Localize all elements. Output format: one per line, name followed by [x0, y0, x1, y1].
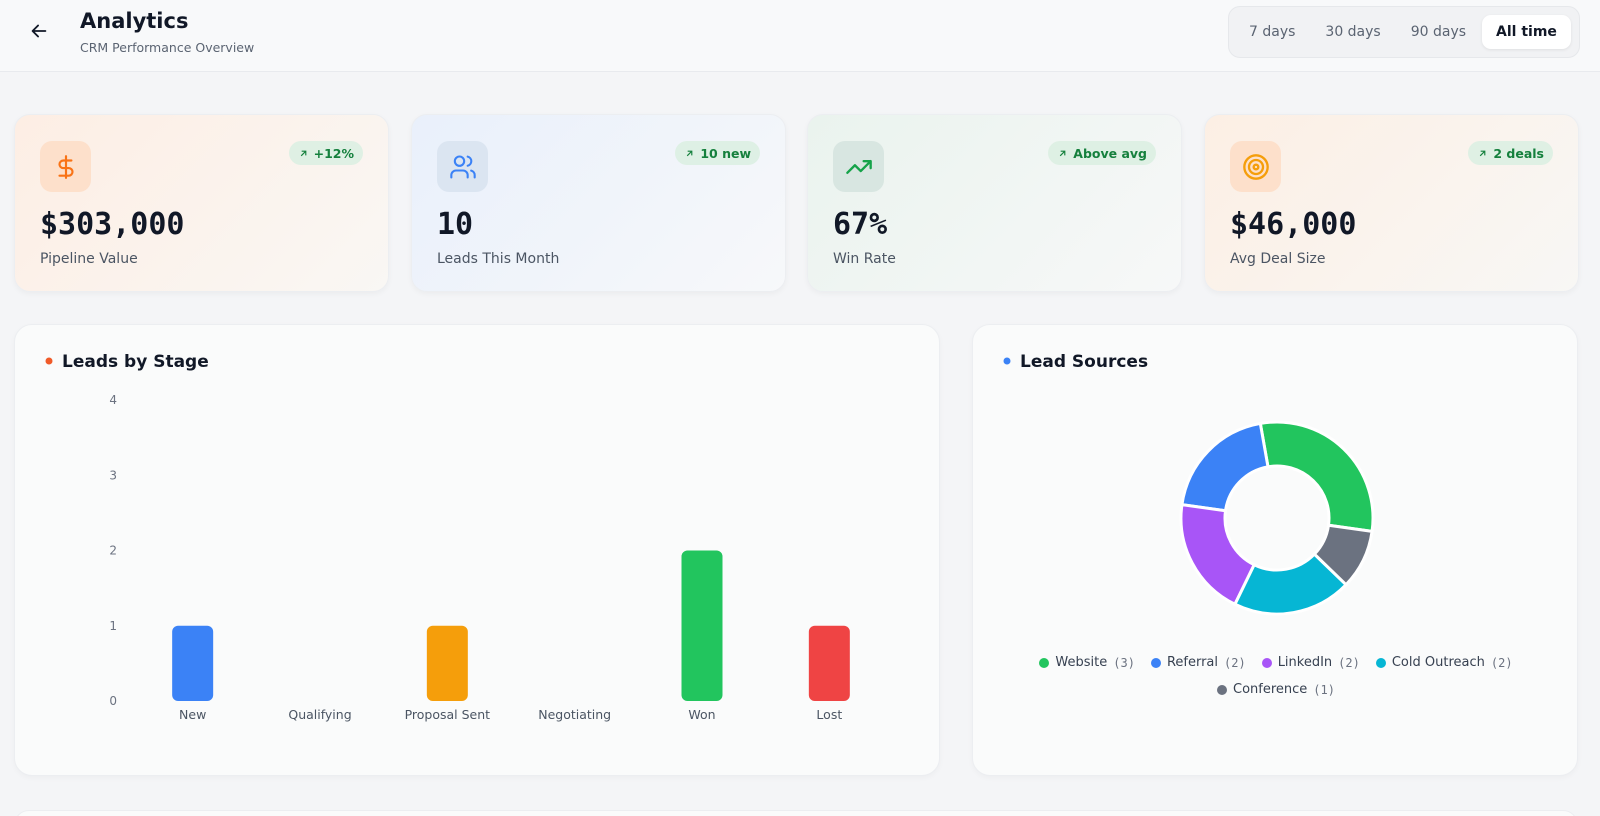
chart-title: Leads by Stage: [62, 352, 209, 372]
kpi-badge: 2 deals: [1468, 141, 1553, 165]
legend-count: (3): [1113, 655, 1135, 670]
range-tab[interactable]: 7 days: [1249, 24, 1296, 40]
kpi-card: +12% $303,000 Pipeline Value: [14, 114, 389, 292]
kpi-icon: [833, 141, 884, 192]
legend-swatch: [1150, 657, 1161, 668]
donut-slice: [1258, 420, 1375, 534]
bar: [426, 625, 468, 701]
kpi-badge-text: +12%: [313, 145, 354, 161]
range-tab[interactable]: All time: [1482, 15, 1571, 49]
kpi-badge: Above avg: [1048, 141, 1156, 165]
kpi-label: Leads This Month: [437, 251, 560, 267]
page-subtitle: CRM Performance Overview: [80, 40, 255, 55]
bar-panel: Leads by Stage 0 1 2 3 4 New Qualifying Proposal…: [14, 324, 940, 776]
kpi-card: Above avg 67% Win Rate: [807, 114, 1182, 292]
kpi-card: 2 deals $46,000 Avg Deal Size: [1204, 114, 1579, 292]
y-tick-label: 2: [109, 544, 117, 558]
legend-item: LinkedIn (2): [1261, 655, 1360, 670]
legend-label: Website: [1055, 655, 1108, 670]
kpi-badge-text: 10 new: [700, 145, 751, 161]
page-title: Analytics: [80, 9, 189, 33]
x-tick-label: Negotiating: [538, 707, 611, 722]
kpi-badge: +12%: [288, 141, 363, 165]
range-tab[interactable]: 30 days: [1325, 24, 1381, 40]
legend-label: Referral: [1166, 655, 1218, 670]
legend-item: Cold Outreach (2): [1375, 655, 1513, 670]
kpi-icon: [437, 141, 488, 192]
kpi-label: Pipeline Value: [40, 251, 138, 267]
donut-slice: [1180, 421, 1270, 513]
y-tick-label: 1: [109, 619, 117, 633]
donut-panel: Lead Sources Website (3) Referral (2) Linked…: [972, 324, 1578, 776]
kpi-badge-text: 2 deals: [1493, 145, 1544, 161]
legend-swatch: [1039, 657, 1050, 668]
y-tick-label: 0: [109, 694, 117, 708]
donut-chart: Lead Sources: [1003, 352, 1375, 616]
chart-title: Lead Sources: [1020, 352, 1148, 372]
legend-count: (2): [1338, 655, 1360, 670]
kpi-value: 67%: [833, 207, 888, 242]
legend-swatch: [1217, 684, 1227, 695]
range-tab[interactable]: 90 days: [1410, 24, 1467, 40]
x-tick-label: Won: [688, 707, 715, 722]
kpi-value: $303,000: [40, 207, 185, 242]
title-dot: [1003, 357, 1011, 365]
y-tick-label: 4: [109, 393, 117, 407]
title-dot: [45, 357, 53, 365]
legend-item: Referral (2): [1150, 655, 1246, 670]
y-tick-label: 3: [109, 468, 117, 482]
legend-label: Cold Outreach: [1391, 655, 1485, 670]
kpi-label: Avg Deal Size: [1230, 251, 1326, 267]
legend-label: LinkedIn: [1277, 655, 1333, 670]
bar-chart: Leads by Stage 0 1 2 3 4 New Qualifying Proposal…: [45, 352, 850, 722]
kpi-card: 10 new 10 Leads This Month: [411, 114, 786, 292]
legend-swatch: [1261, 657, 1272, 668]
back-button[interactable]: [28, 20, 50, 42]
kpi-icon: [40, 141, 91, 192]
legend-count: (1): [1313, 682, 1335, 697]
next-panel: [14, 810, 1578, 816]
kpi-value: $46,000: [1230, 207, 1357, 242]
legend-item: Website (3): [1039, 655, 1135, 670]
kpi-value: 10: [437, 207, 474, 242]
bar: [172, 625, 214, 701]
kpi-label: Win Rate: [833, 251, 896, 267]
legend-swatch: [1375, 657, 1386, 668]
kpi-icon: [1230, 141, 1281, 192]
legend-count: (2): [1490, 655, 1513, 670]
x-tick-label: New: [179, 707, 206, 722]
x-tick-label: Qualifying: [288, 707, 351, 722]
header: Analytics CRM Performance Overview 7 day…: [0, 0, 1600, 72]
legend-label: Conference: [1233, 682, 1308, 697]
x-tick-label: Proposal Sent: [405, 707, 491, 722]
kpi-badge-text: Above avg: [1073, 145, 1147, 161]
bar: [681, 550, 723, 701]
legend-item: Conference (1): [1217, 682, 1335, 697]
bar: [808, 625, 850, 701]
legend: Website (3) Referral (2) LinkedIn (2) Cold Out…: [1023, 655, 1529, 697]
legend-count: (2): [1224, 655, 1246, 670]
x-tick-label: Lost: [816, 707, 842, 722]
kpi-badge: 10 new: [675, 141, 760, 165]
donut-slice: [1312, 523, 1374, 587]
range-tabs: 7 days 30 days 90 days All time: [1228, 6, 1580, 58]
